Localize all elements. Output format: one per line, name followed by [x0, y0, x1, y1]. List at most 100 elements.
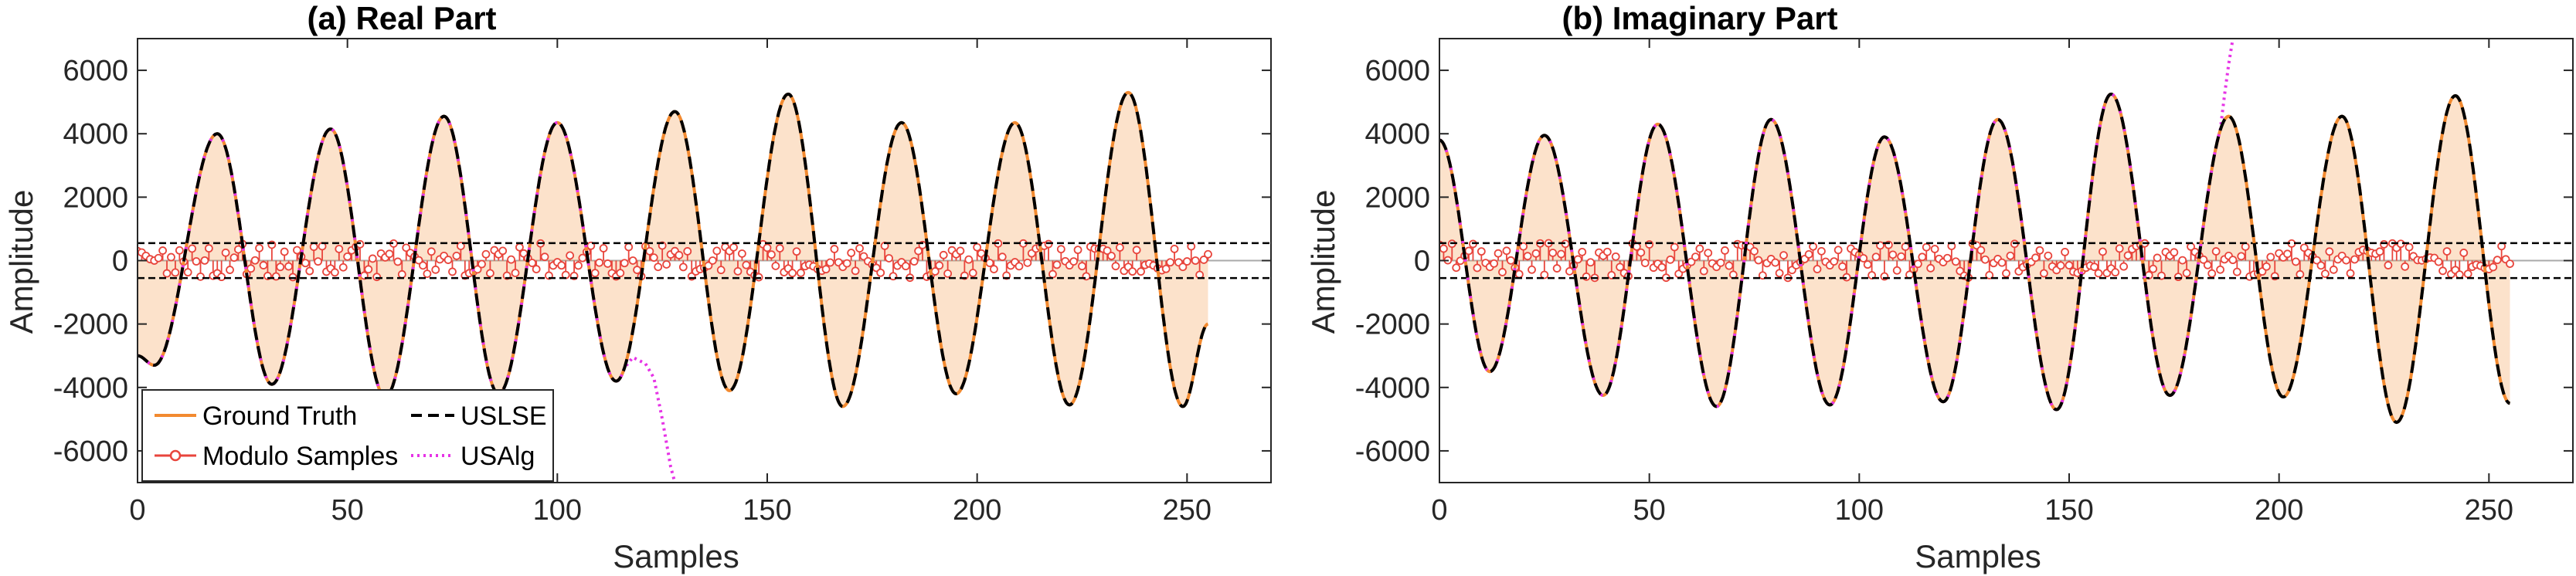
- modulo-sample-point: [1670, 242, 1679, 252]
- modulo-sample-point: [2442, 247, 2452, 256]
- modulo-sample-point: [767, 250, 776, 259]
- legend-label-ground-truth: Ground Truth: [202, 402, 357, 431]
- modulo-sample-point: [1514, 269, 1524, 279]
- modulo-sample-point: [330, 268, 339, 277]
- modulo-sample-point: [1586, 258, 1596, 267]
- modulo-sample-point: [481, 249, 491, 259]
- modulo-sample-point: [716, 266, 726, 275]
- modulo-sample-point: [246, 264, 256, 273]
- modulo-sample-point: [1838, 262, 1847, 271]
- modulo-sample-point: [1695, 244, 1704, 253]
- modulo-sample-point: [1582, 272, 1591, 281]
- modulo-sample-point: [1775, 269, 1784, 278]
- x-axis-label: Samples: [1915, 538, 2041, 574]
- legend-label-modulo-samples: Modulo Samples: [202, 442, 398, 471]
- modulo-sample-point: [1691, 252, 1700, 262]
- modulo-sample-point: [566, 251, 575, 260]
- modulo-sample-point: [628, 256, 637, 265]
- modulo-sample-point: [1573, 255, 1582, 264]
- modulo-sample-point: [2401, 262, 2410, 271]
- modulo-sample-point: [293, 246, 301, 255]
- y-tick-label: 0: [112, 246, 128, 278]
- modulo-sample-point: [1052, 260, 1062, 269]
- modulo-sample-point: [1645, 240, 1654, 249]
- modulo-sample-point: [402, 243, 411, 252]
- modulo-sample-point: [1528, 265, 1536, 274]
- modulo-sample-point: [654, 263, 663, 272]
- modulo-sample-point: [2228, 256, 2238, 265]
- modulo-sample-point: [2065, 261, 2074, 270]
- modulo-sample-point: [188, 244, 197, 253]
- modulo-sample-point: [1699, 266, 1708, 276]
- modulo-sample-point: [1519, 242, 1528, 251]
- modulo-sample-point: [1871, 252, 1881, 262]
- modulo-sample-point: [200, 256, 209, 265]
- modulo-sample-point: [271, 272, 280, 281]
- modulo-sample-point: [528, 259, 537, 267]
- modulo-sample-point: [2123, 251, 2133, 260]
- modulo-sample-point: [574, 261, 583, 270]
- modulo-sample-point: [2316, 261, 2326, 270]
- modulo-sample-point: [1918, 252, 1927, 262]
- modulo-sample-point: [2493, 256, 2502, 265]
- modulo-sample-point: [649, 253, 658, 263]
- modulo-sample-point: [1725, 261, 1734, 270]
- modulo-sample-point: [507, 255, 515, 264]
- modulo-sample-point: [1897, 252, 1906, 261]
- modulo-sample-point: [1980, 255, 1990, 264]
- x-tick-label: 50: [331, 494, 364, 527]
- legend-box: [141, 389, 554, 482]
- modulo-sample-point: [443, 256, 453, 264]
- modulo-sample-point: [2438, 266, 2447, 276]
- modulo-sample-point: [2350, 255, 2359, 264]
- modulo-sample-point: [2241, 242, 2250, 251]
- modulo-sample-point: [1892, 266, 1901, 275]
- modulo-sample-point: [1859, 254, 1868, 263]
- modulo-sample-point: [1721, 246, 1729, 255]
- modulo-sample-point: [2489, 263, 2498, 272]
- modulo-sample-point: [2002, 269, 2010, 278]
- modulo-sample-point: [1204, 249, 1212, 259]
- modulo-sample-point: [456, 242, 465, 250]
- modulo-sample-point: [431, 265, 440, 274]
- x-tick-label: 200: [2255, 494, 2303, 527]
- modulo-sample-point: [2203, 260, 2212, 269]
- modulo-sample-point: [301, 259, 310, 268]
- modulo-sample-point: [498, 246, 508, 256]
- modulo-sample-point: [2463, 269, 2472, 279]
- modulo-sample-point: [204, 244, 213, 253]
- modulo-sample-point: [2384, 261, 2393, 269]
- modulo-sample-point: [2237, 252, 2246, 261]
- modulo-sample-point: [1069, 257, 1079, 266]
- y-tick-label: 6000: [1364, 55, 1430, 87]
- modulo-sample-point: [171, 268, 180, 277]
- modulo-sample-point: [595, 258, 604, 267]
- modulo-sample-point: [427, 247, 436, 256]
- modulo-sample-point: [2325, 247, 2334, 256]
- modulo-sample-point: [788, 269, 797, 278]
- modulo-sample-point: [943, 269, 953, 278]
- modulo-sample-point: [2149, 264, 2158, 273]
- modulo-sample-point: [1863, 260, 1872, 269]
- ground-truth-fill: [1439, 93, 2510, 423]
- modulo-sample-point: [1901, 242, 1910, 251]
- chart-title: (b) Imaginary Part: [1562, 0, 1837, 36]
- x-tick-label: 50: [1633, 494, 1666, 527]
- modulo-sample-point: [2346, 269, 2355, 278]
- modulo-sample-point: [158, 246, 168, 255]
- modulo-sample-point: [1161, 264, 1171, 273]
- modulo-sample-point: [633, 266, 641, 274]
- modulo-sample-point: [712, 246, 722, 256]
- uslse-line: [1439, 92, 2510, 425]
- modulo-sample-point: [1170, 245, 1179, 253]
- modulo-sample-point: [217, 273, 226, 282]
- y-tick-label: 6000: [63, 55, 128, 87]
- modulo-sample-point: [1830, 257, 1839, 266]
- modulo-sample-point: [452, 251, 461, 260]
- modulo-sample-point: [842, 259, 851, 268]
- modulo-sample-point: [2211, 247, 2221, 256]
- modulo-sample-point: [738, 249, 746, 258]
- modulo-sample-point: [192, 257, 201, 266]
- modulo-sample-point: [1166, 258, 1174, 267]
- modulo-sample-point: [1704, 249, 1713, 258]
